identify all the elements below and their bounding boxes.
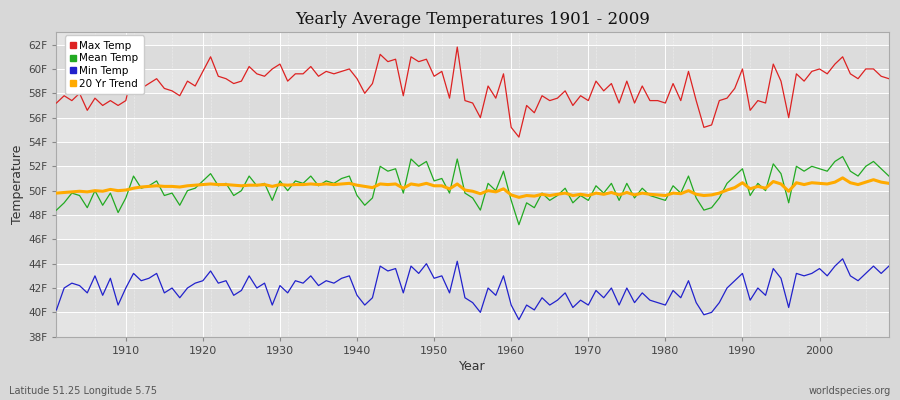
Bar — [57, 93, 889, 118]
Bar — [57, 264, 889, 288]
Bar — [57, 118, 889, 142]
Bar — [57, 45, 889, 69]
Bar — [57, 69, 889, 93]
Bar — [57, 288, 889, 312]
Title: Yearly Average Temperatures 1901 - 2009: Yearly Average Temperatures 1901 - 2009 — [295, 11, 650, 28]
Text: worldspecies.org: worldspecies.org — [809, 386, 891, 396]
Bar — [57, 312, 889, 337]
Text: Latitude 51.25 Longitude 5.75: Latitude 51.25 Longitude 5.75 — [9, 386, 157, 396]
Bar — [57, 215, 889, 239]
Legend: Max Temp, Mean Temp, Min Temp, 20 Yr Trend: Max Temp, Mean Temp, Min Temp, 20 Yr Tre… — [65, 36, 144, 94]
Bar — [57, 166, 889, 191]
Bar — [57, 142, 889, 166]
Bar — [57, 239, 889, 264]
X-axis label: Year: Year — [459, 360, 486, 373]
Y-axis label: Temperature: Temperature — [11, 145, 24, 224]
Bar — [57, 191, 889, 215]
